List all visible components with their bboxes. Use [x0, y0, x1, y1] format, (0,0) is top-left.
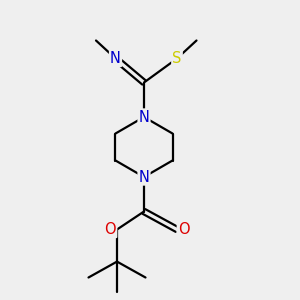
- Text: N: N: [139, 169, 149, 184]
- Text: S: S: [172, 51, 182, 66]
- Text: N: N: [139, 110, 149, 124]
- Text: N: N: [110, 51, 121, 66]
- Text: O: O: [178, 222, 189, 237]
- Text: O: O: [105, 222, 116, 237]
